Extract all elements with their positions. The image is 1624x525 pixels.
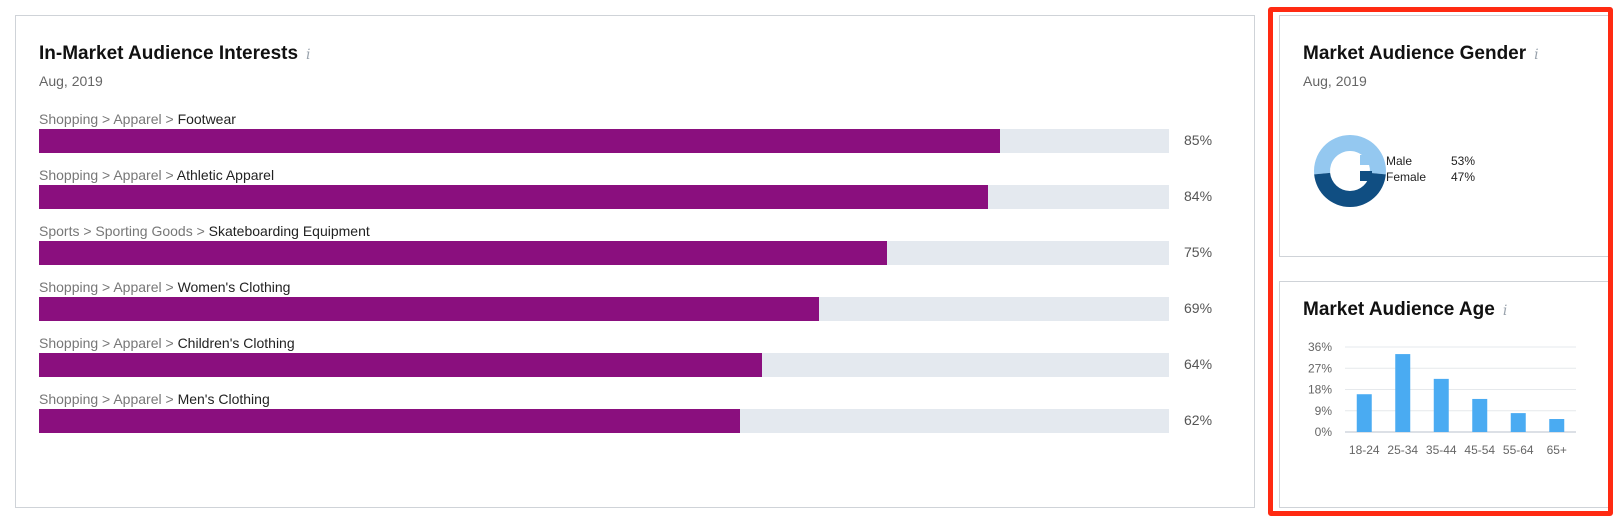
interest-parent-path: Shopping > Apparel > [39,111,178,127]
age-bar-chart: 0% 9% 18% 27% 36% 18-24 25-34 35-44 45-54 55-64 65… [1308,340,1576,457]
interest-bar-fill [39,297,819,321]
legend-value: 47% [1451,170,1476,184]
age-ytick-label: 9% [1315,404,1333,418]
legend-label: Male [1386,154,1413,168]
interest-row: Shopping > Apparel > Footwear 85% [39,111,1219,159]
legend-item-female: Female 47% [1360,170,1510,184]
gender-title-text: Market Audience Gender [1303,43,1527,64]
interest-row: Sports > Sporting Goods > Skateboarding … [39,223,1219,271]
interest-percent: 64% [1184,356,1213,372]
interests-title: In-Market Audience Interests i [39,43,311,65]
interest-parent-path: Shopping > Apparel > [39,167,177,183]
interest-leaf-name: Men's Clothing [177,391,270,407]
interest-bar-track [39,129,1169,153]
interest-row: Shopping > Apparel > Men's Clothing 62% [39,391,1219,439]
interest-category-path: Shopping > Apparel > Athletic Apparel [39,167,274,183]
age-ytick-label: 18% [1308,383,1332,397]
interests-card: In-Market Audience Interests i Aug, 2019 … [15,15,1255,508]
interest-bar-fill [39,409,740,433]
age-ytick-label: 27% [1308,361,1332,375]
interest-category-path: Shopping > Apparel > Women's Clothing [39,279,290,295]
age-xtick-label: 35-44 [1426,443,1457,457]
info-icon[interactable]: i [1534,47,1539,63]
legend-value: 53% [1451,154,1476,168]
info-icon[interactable]: i [1502,303,1508,319]
interest-category-path: Sports > Sporting Goods > Skateboarding … [39,223,370,239]
interest-leaf-name: Women's Clothing [177,279,291,295]
legend-swatch [1360,171,1372,181]
interest-leaf-name: Footwear [177,111,236,127]
interest-percent: 85% [1184,132,1213,148]
interest-category-path: Shopping > Apparel > Footwear [39,111,236,127]
age-title: Market Audience Age i [1303,299,1507,321]
interest-leaf-name: Children's Clothing [177,335,295,351]
interest-parent-path: Sports > Sporting Goods > [39,223,209,239]
age-xtick-label: 45-54 [1464,443,1495,457]
donut-slice-male [1314,134,1386,175]
interest-bar-fill [39,353,763,377]
interest-parent-path: Shopping > Apparel > [39,391,178,407]
interest-bar-track [39,353,1169,377]
age-ytick-label: 36% [1308,340,1332,354]
interest-percent: 75% [1184,244,1213,260]
interest-leaf-name: Skateboarding Equipment [208,223,370,239]
interest-row: Shopping > Apparel > Athletic Apparel 84% [39,167,1219,215]
interest-percent: 84% [1184,188,1213,204]
age-xtick-label: 65+ [1547,443,1567,457]
interest-bar-track [39,185,1169,209]
age-xtick-label: 25-34 [1387,443,1418,457]
interest-bar-fill [39,241,887,265]
legend-swatch [1360,155,1372,165]
interest-percent: 69% [1184,300,1213,316]
interest-bar-track [39,297,1169,321]
legend-item-male: Male 53% [1360,154,1510,168]
interest-parent-path: Shopping > Apparel > [39,335,178,351]
interest-bar-track [39,241,1169,265]
interest-parent-path: Shopping > Apparel > [39,279,178,295]
age-bar-18-24 [1356,394,1372,432]
interest-row: Shopping > Apparel > Women's Clothing 69% [39,279,1219,327]
interest-category-path: Shopping > Apparel > Children's Clothing [39,335,295,351]
age-bar-45-54 [1472,398,1488,432]
interest-percent: 62% [1184,412,1213,428]
interest-leaf-name: Athletic Apparel [176,167,275,183]
interests-title-text: In-Market Audience Interests [39,43,299,64]
interest-bar-fill [39,129,1000,153]
interest-bar-track [39,409,1169,433]
age-ytick-label: 0% [1315,425,1333,439]
interest-bar-fill [39,185,989,209]
interests-date: Aug, 2019 [39,73,103,89]
gender-date: Aug, 2019 [1303,73,1367,89]
age-card: Market Audience Age i 0% 9% 18% 27% 36% 18-24 2… [1279,281,1609,508]
donut-slice-female [1314,172,1386,207]
age-bar-35-44 [1433,378,1449,432]
age-title-text: Market Audience Age [1303,299,1495,320]
age-xtick-label: 55-64 [1503,443,1534,457]
interest-row: Shopping > Apparel > Children's Clothing… [39,335,1219,383]
age-bar-65+ [1549,419,1565,432]
legend-label: Female [1386,170,1427,184]
interest-category-path: Shopping > Apparel > Men's Clothing [39,391,270,407]
gender-title: Market Audience Gender i [1303,43,1539,65]
info-icon[interactable]: i [306,47,311,63]
gender-donut-chart [1314,134,1386,207]
gender-card: Market Audience Gender i Aug, 2019 Male 53… [1279,15,1609,257]
age-xtick-label: 18-24 [1349,443,1380,457]
age-bar-25-34 [1395,354,1411,432]
age-bar-55-64 [1510,413,1526,432]
